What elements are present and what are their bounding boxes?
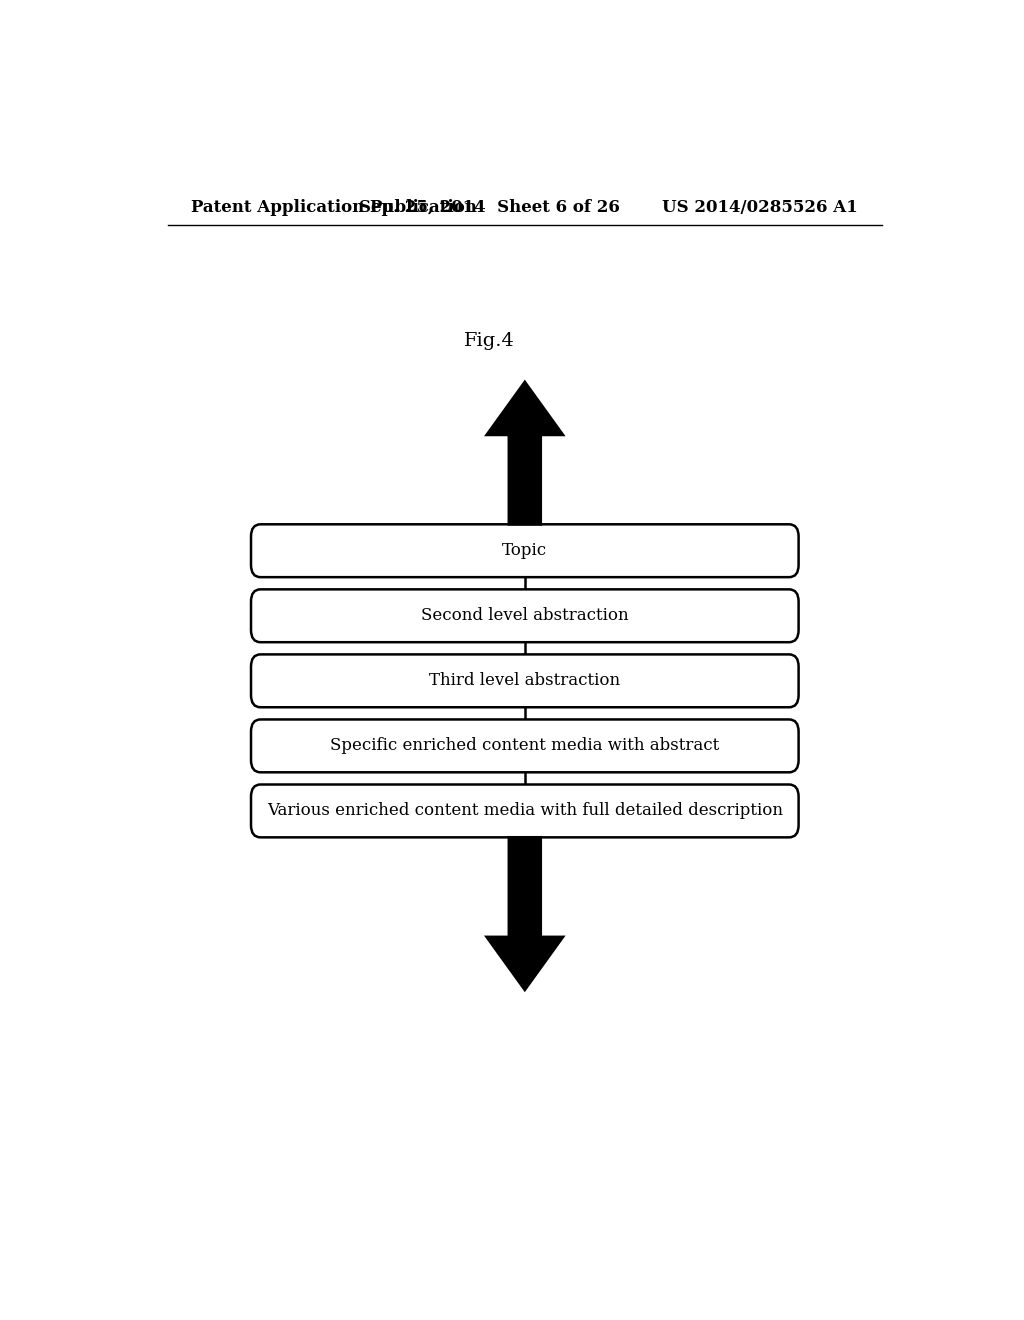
Text: Sep. 25, 2014  Sheet 6 of 26: Sep. 25, 2014 Sheet 6 of 26 — [358, 199, 620, 215]
FancyBboxPatch shape — [251, 524, 799, 577]
Text: Topic: Topic — [502, 543, 548, 560]
Text: US 2014/0285526 A1: US 2014/0285526 A1 — [663, 199, 858, 215]
Text: Specific enriched content media with abstract: Specific enriched content media with abs… — [330, 738, 720, 754]
FancyBboxPatch shape — [251, 784, 799, 837]
FancyBboxPatch shape — [251, 655, 799, 708]
Text: Third level abstraction: Third level abstraction — [429, 672, 621, 689]
Text: Patent Application Publication: Patent Application Publication — [191, 199, 477, 215]
Text: Second level abstraction: Second level abstraction — [421, 607, 629, 624]
Polygon shape — [486, 381, 563, 524]
FancyBboxPatch shape — [251, 589, 799, 643]
Polygon shape — [486, 837, 563, 990]
FancyBboxPatch shape — [251, 719, 799, 772]
Text: Fig.4: Fig.4 — [464, 333, 514, 350]
Text: Various enriched content media with full detailed description: Various enriched content media with full… — [267, 803, 782, 820]
